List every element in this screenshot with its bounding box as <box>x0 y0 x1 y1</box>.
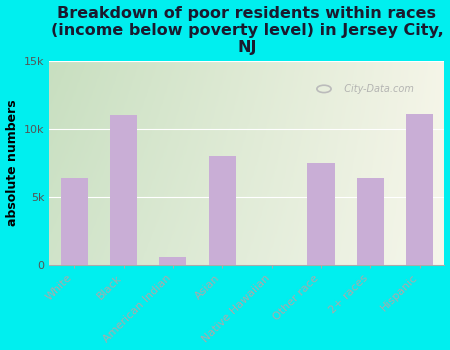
Bar <box>209 156 236 265</box>
Bar <box>307 163 335 265</box>
Bar <box>61 178 88 265</box>
Title: Breakdown of poor residents within races
(income below poverty level) in Jersey : Breakdown of poor residents within races… <box>50 6 443 55</box>
Text: City-Data.com: City-Data.com <box>338 84 414 94</box>
Y-axis label: absolute numbers: absolute numbers <box>5 100 18 226</box>
Bar <box>357 178 384 265</box>
Bar <box>159 257 186 265</box>
Bar <box>110 115 137 265</box>
Bar <box>406 114 433 265</box>
